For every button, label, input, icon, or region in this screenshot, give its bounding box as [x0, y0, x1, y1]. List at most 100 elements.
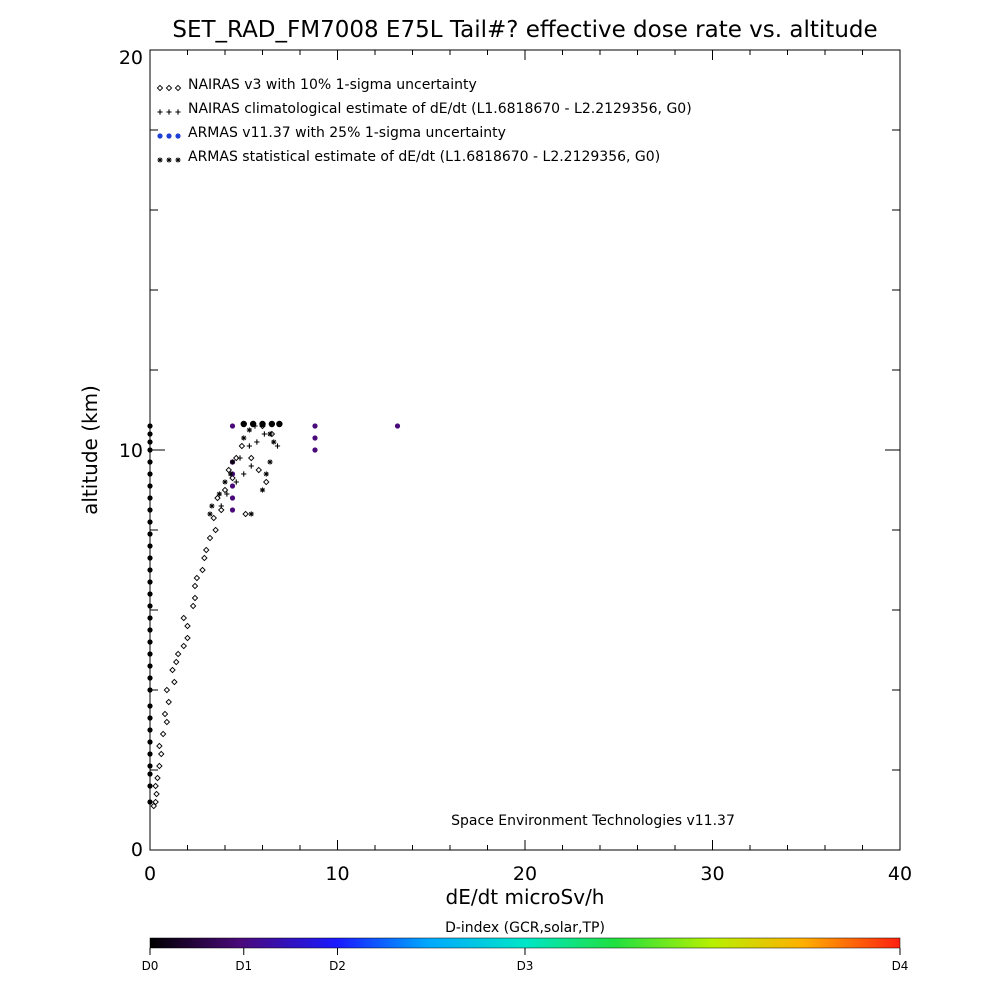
data-point — [263, 471, 269, 477]
data-point — [147, 603, 153, 609]
legend-marker — [166, 157, 172, 163]
axis-ticks — [149, 49, 901, 851]
data-point — [156, 762, 163, 770]
data-point — [147, 531, 153, 537]
x-tick-label: 40 — [888, 863, 912, 885]
data-point — [233, 454, 240, 462]
data-point — [152, 782, 159, 790]
y-tick-label: 10 — [119, 440, 143, 462]
data-point — [209, 503, 215, 509]
legend-label: ARMAS v11.37 with 25% 1-sigma uncertaint… — [188, 125, 506, 141]
data-point — [173, 658, 180, 666]
data-point — [240, 420, 247, 428]
y-tick-label: 0 — [131, 839, 143, 861]
x-tick-label: 20 — [513, 863, 537, 885]
colorbar-label: D2 — [329, 959, 346, 973]
data-point — [229, 459, 236, 465]
data-point — [163, 718, 171, 726]
data-point — [147, 615, 153, 621]
data-point — [147, 651, 153, 657]
data-point — [229, 483, 236, 489]
legend-marker — [175, 157, 181, 163]
legend-marker — [166, 109, 172, 115]
data-point — [180, 642, 187, 650]
x-axis-label: dE/dt microSv/h — [446, 885, 605, 909]
data-point — [159, 730, 167, 738]
data-point — [189, 602, 197, 610]
plot-frame — [149, 49, 901, 851]
data-point — [206, 534, 214, 542]
data-point — [147, 687, 153, 693]
series-group — [207, 427, 277, 517]
colorbar-label: D4 — [892, 959, 909, 973]
data-point — [147, 739, 153, 745]
data-point — [229, 507, 236, 513]
data-point — [201, 554, 208, 562]
data-point — [154, 774, 161, 782]
data-point — [233, 479, 239, 485]
data-point — [214, 494, 221, 502]
data-point — [147, 507, 153, 513]
data-point — [147, 555, 153, 561]
data-point — [238, 442, 246, 450]
data-point — [248, 511, 254, 517]
data-point — [147, 591, 153, 597]
data-point — [191, 582, 199, 590]
colorbar-labels: D0 D1 D2 D3 D4 — [142, 959, 909, 973]
series-group — [150, 422, 276, 810]
data-point — [184, 634, 191, 642]
legend-marker — [174, 84, 182, 92]
legend-marker — [157, 133, 163, 139]
legend-label: NAIRAS climatological estimate of dE/dt … — [188, 101, 692, 117]
legend-markers — [156, 84, 182, 163]
data-point — [216, 491, 222, 497]
data-point — [191, 594, 199, 602]
data-point — [147, 439, 153, 445]
data-point — [241, 435, 247, 441]
data-point — [147, 483, 153, 489]
data-point — [171, 678, 178, 686]
data-point — [169, 666, 176, 674]
x-tick-label: 30 — [700, 863, 724, 885]
data-point — [161, 710, 169, 718]
colorbar-label: D3 — [517, 959, 534, 973]
x-tick-label: 10 — [325, 863, 349, 885]
data-point — [147, 639, 153, 645]
data-point — [261, 431, 267, 437]
data-point — [249, 420, 257, 428]
data-point — [147, 543, 153, 549]
data-point — [207, 511, 213, 517]
data-point — [147, 459, 153, 465]
data-point — [156, 742, 163, 750]
legend-marker — [156, 84, 164, 92]
data-point — [165, 698, 172, 706]
data-point — [147, 727, 153, 733]
colorbar — [149, 937, 901, 949]
data-point — [184, 622, 191, 630]
data-point — [147, 447, 153, 453]
data-point — [153, 790, 160, 798]
x-tick-label: 0 — [144, 863, 156, 885]
data-point — [212, 526, 219, 534]
data-point — [268, 420, 276, 428]
data-point — [267, 459, 273, 465]
data-point — [174, 650, 182, 658]
data-point — [147, 663, 153, 669]
colorbar-label: D0 — [142, 959, 159, 973]
data-point — [158, 750, 165, 758]
legend-marker — [175, 133, 181, 139]
data-point — [242, 510, 249, 518]
data-point — [229, 423, 236, 429]
data-point — [271, 439, 277, 445]
chart-title: SET_RAD_FM7008 E75L Tail#? effective dos… — [172, 17, 877, 43]
colorbar-ticks — [149, 948, 901, 955]
data-point — [246, 443, 252, 449]
data-point — [147, 579, 153, 585]
data-point — [147, 763, 153, 769]
data-point — [147, 519, 153, 525]
data-point — [199, 566, 206, 574]
series-group — [147, 423, 401, 805]
data-point — [147, 431, 153, 437]
data-point — [147, 495, 153, 501]
